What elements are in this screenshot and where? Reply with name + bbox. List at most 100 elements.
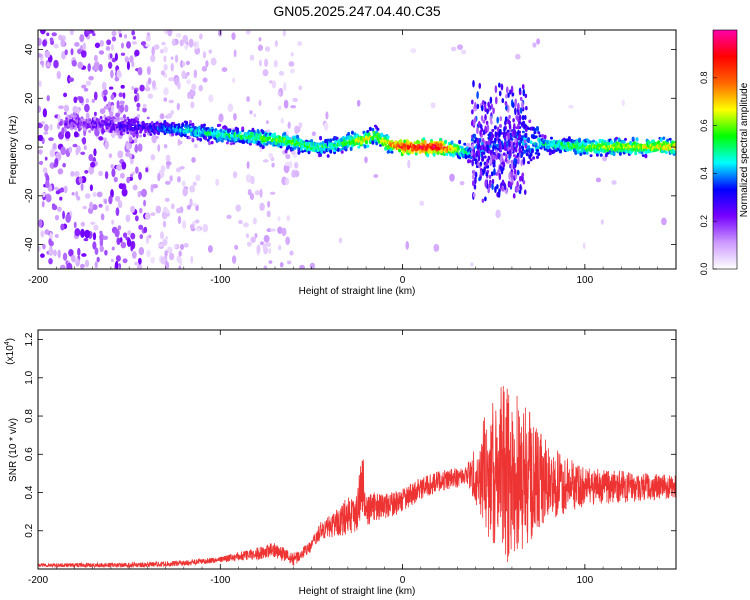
heatmap-noise-cell bbox=[80, 151, 86, 155]
heatmap-ridge-cell bbox=[523, 149, 527, 154]
colorbar-tick-label: 0.2 bbox=[699, 215, 709, 228]
snr-y-scale-suffix: ) bbox=[5, 338, 16, 341]
heatmap-ridge-cell bbox=[168, 130, 172, 134]
heatmap-noise-cell bbox=[78, 96, 84, 104]
heatmap-noise-cell bbox=[257, 44, 264, 51]
heatmap-burst-cell bbox=[521, 84, 525, 90]
heatmap-ridge-cell bbox=[230, 134, 234, 138]
heatmap-noise-cell bbox=[57, 113, 61, 123]
heatmap-ridge-cell bbox=[673, 142, 676, 147]
heatmap-noise-cell bbox=[250, 236, 256, 244]
heatmap-burst-cell bbox=[479, 124, 483, 129]
heatmap-noise-cell bbox=[198, 84, 203, 92]
heatmap-burst-cell bbox=[501, 98, 505, 104]
heatmap-noise-cell bbox=[279, 262, 284, 268]
heatmap-burst-cell bbox=[479, 161, 483, 166]
heatmap-burst-cell bbox=[473, 117, 477, 124]
heatmap-noise-cell bbox=[158, 243, 164, 248]
heatmap-burst-cell bbox=[521, 101, 524, 109]
heatmap-ridge-cell bbox=[583, 151, 587, 155]
heatmap-burst-cell bbox=[481, 169, 485, 176]
heatmap-ridge-cell bbox=[228, 128, 232, 133]
heatmap-noise-cell bbox=[195, 227, 201, 232]
heatmap-ridge-cell bbox=[290, 147, 294, 152]
heatmap-ridge-cell bbox=[644, 148, 648, 152]
heatmap-noise-cell bbox=[88, 153, 94, 162]
heatmap-noise-cell bbox=[109, 53, 113, 59]
heatmap-burst-cell bbox=[470, 120, 474, 127]
heatmap-noise-cell bbox=[102, 235, 109, 241]
heatmap-noise-cell bbox=[43, 124, 49, 132]
heatmap-burst-cell bbox=[514, 148, 518, 153]
heatmap-y-tick-label: 20 bbox=[24, 92, 35, 104]
heatmap-noise-cell bbox=[134, 95, 138, 103]
heatmap-noise-cell bbox=[103, 89, 108, 96]
heatmap-noise-cell bbox=[273, 59, 278, 68]
snr-y-label: SNR (10 * v/v) bbox=[8, 418, 19, 482]
heatmap-noise-cell bbox=[284, 161, 291, 166]
snr-y-scale-exponent: 4 bbox=[4, 341, 11, 345]
heatmap-burst-cell bbox=[511, 92, 515, 97]
heatmap-noise-cell bbox=[48, 238, 52, 246]
heatmap-burst-cell bbox=[518, 134, 521, 140]
heatmap-ridge-cell bbox=[664, 150, 668, 154]
heatmap-noise-cell bbox=[93, 224, 99, 231]
heatmap-burst-cell bbox=[523, 139, 527, 144]
heatmap-ridge-cell bbox=[458, 156, 462, 160]
heatmap-noise-cell bbox=[79, 34, 85, 43]
heatmap-noise-cell bbox=[170, 56, 174, 60]
heatmap-noise-cell bbox=[185, 60, 191, 66]
heatmap-noise-cell bbox=[277, 91, 282, 96]
heatmap-ridge-cell bbox=[399, 139, 403, 143]
heatmap-burst-cell bbox=[476, 137, 480, 146]
heatmap-burst-cell bbox=[471, 109, 474, 115]
heatmap-ridge-cell bbox=[204, 136, 208, 141]
heatmap-noise-cell bbox=[218, 113, 224, 123]
heatmap-noise-cell bbox=[150, 154, 156, 161]
heatmap-noise-cell bbox=[98, 50, 105, 55]
heatmap-noise-cell bbox=[290, 68, 295, 74]
heatmap-ridge-cell bbox=[543, 134, 547, 140]
heatmap-noise-cell bbox=[99, 233, 104, 242]
heatmap-noise-cell bbox=[43, 131, 49, 135]
heatmap-burst-cell bbox=[491, 153, 494, 160]
heatmap-noise-cell bbox=[173, 244, 178, 249]
heatmap-noise-cell bbox=[179, 166, 185, 170]
heatmap-noise-cell bbox=[278, 70, 285, 76]
heatmap-noise-cell bbox=[125, 214, 131, 223]
heatmap-burst-cell bbox=[522, 180, 526, 185]
heatmap-noise-cell bbox=[181, 70, 186, 79]
heatmap-burst-cell bbox=[505, 105, 508, 111]
colorbar-tick-label: 0.0 bbox=[699, 263, 709, 276]
heatmap-burst-cell bbox=[522, 156, 526, 165]
heatmap-noise-cell bbox=[98, 136, 104, 141]
heatmap-ridge-cell bbox=[641, 154, 645, 157]
heatmap-noise-cell bbox=[227, 103, 234, 112]
heatmap-noise-cell bbox=[42, 243, 46, 250]
heatmap-noise-cell bbox=[42, 108, 48, 118]
heatmap-burst-cell bbox=[488, 174, 492, 179]
heatmap-ridge-cell bbox=[188, 119, 192, 125]
heatmap-noise-cell bbox=[56, 70, 61, 80]
heatmap-ridge-cell bbox=[432, 152, 436, 157]
heatmap-ridge-cell bbox=[80, 116, 84, 120]
heatmap-noise-cell bbox=[174, 54, 179, 63]
heatmap-noise-cell bbox=[177, 138, 181, 146]
heatmap-ridge-cell bbox=[557, 139, 561, 144]
heatmap-noise-cell bbox=[234, 244, 239, 250]
heatmap-burst-cell bbox=[481, 198, 485, 203]
heatmap-noise-cell bbox=[41, 200, 45, 208]
heatmap-noise-cell bbox=[419, 200, 425, 206]
heatmap-noise-cell bbox=[55, 190, 61, 195]
heatmap-noise-cell bbox=[111, 104, 114, 113]
heatmap-burst-cell bbox=[500, 153, 504, 160]
heatmap-burst-cell bbox=[508, 149, 512, 157]
heatmap-ridge-cell bbox=[537, 131, 541, 135]
heatmap-noise-cell bbox=[245, 30, 251, 35]
heatmap-noise-cell bbox=[145, 43, 151, 47]
heatmap-noise-cell bbox=[53, 186, 59, 191]
heatmap-noise-cell bbox=[232, 77, 236, 83]
heatmap-noise-cell bbox=[40, 253, 45, 258]
heatmap-noise-cell bbox=[163, 55, 167, 63]
heatmap-burst-cell bbox=[511, 101, 515, 109]
